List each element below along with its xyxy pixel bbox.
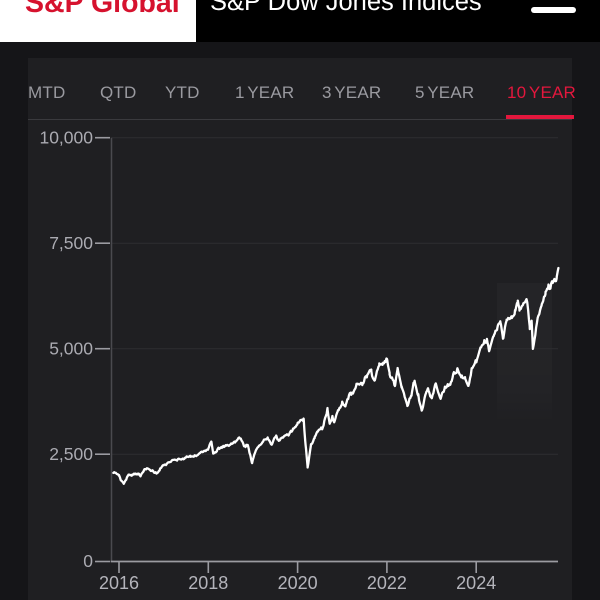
svg-text:2018: 2018 xyxy=(188,573,228,593)
svg-text:5,000: 5,000 xyxy=(49,339,93,359)
svg-text:2016: 2016 xyxy=(99,573,139,593)
svg-text:2022: 2022 xyxy=(367,573,407,593)
svg-text:10,000: 10,000 xyxy=(39,128,93,148)
svg-text:2020: 2020 xyxy=(278,573,318,593)
svg-text:2,500: 2,500 xyxy=(49,444,93,464)
svg-text:0: 0 xyxy=(83,551,93,571)
svg-text:7,500: 7,500 xyxy=(49,233,93,253)
svg-text:2024: 2024 xyxy=(456,573,496,593)
